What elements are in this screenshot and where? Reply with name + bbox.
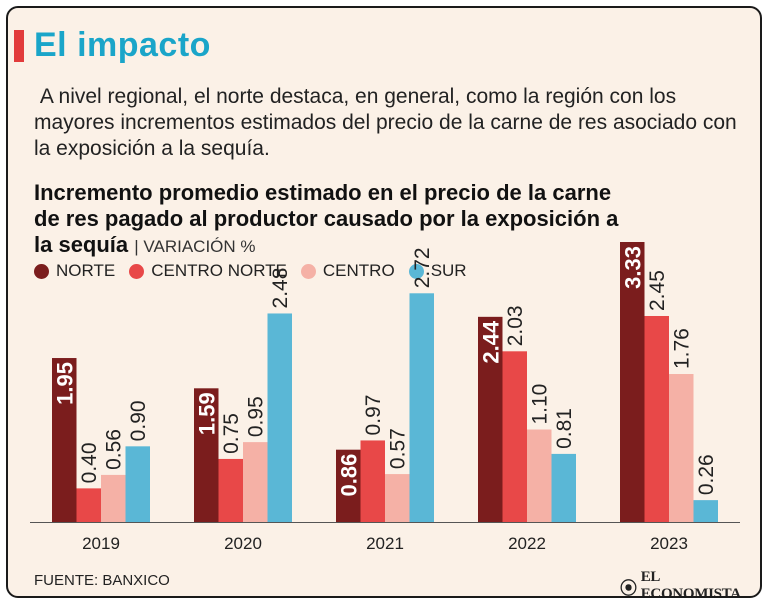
brand-logo: ⦿ EL ECONOMISTA: [620, 569, 760, 598]
bar-sur-2023: [693, 500, 718, 522]
bar-sur-2022: [551, 453, 576, 522]
bar-sur-2019: [125, 446, 150, 522]
legend-swatch: [408, 263, 424, 279]
x-tick-label: 2023: [650, 534, 688, 553]
page-title: El impacto: [34, 26, 211, 64]
brand-name: EL ECONOMISTA: [640, 569, 741, 598]
data-label: 2.03: [504, 305, 527, 346]
bar-centro-2022: [527, 429, 552, 522]
data-label: 0.81: [553, 408, 576, 449]
legend-label: CENTRO: [322, 261, 395, 280]
legend-item-norte: NORTE: [34, 261, 115, 281]
data-label: 0.57: [386, 428, 409, 469]
data-label: 1.95: [52, 362, 77, 405]
legend-item-sur: SUR: [408, 261, 467, 281]
bar-centro-norte-2023: [644, 315, 669, 522]
bar-centro-2019: [101, 474, 126, 522]
data-label: 2.72: [411, 247, 434, 288]
legend-item-centro: CENTRO: [300, 261, 395, 281]
title-accent-bar: [14, 30, 24, 62]
data-label: 0.56: [102, 429, 125, 470]
legend-swatch: [34, 263, 49, 279]
bar-norte-2022: [478, 316, 503, 522]
intro-text: A nivel regional, el norte destaca, en g…: [34, 84, 744, 162]
x-tick-label: 2020: [224, 534, 262, 553]
data-label: 1.76: [670, 328, 693, 369]
legend-swatch: [300, 263, 316, 279]
x-tick-label: 2019: [82, 534, 120, 553]
bar-centro-2023: [669, 374, 694, 522]
data-label: 0.40: [78, 442, 101, 483]
legend-swatch: [129, 263, 145, 279]
bar-centro-2020: [243, 442, 268, 522]
data-label: 0.75: [220, 413, 243, 454]
source-note: FUENTE: BANXICO: [34, 572, 170, 589]
bar-sur-2021: [409, 293, 434, 522]
data-label: 1.10: [528, 384, 551, 425]
data-label: 1.59: [194, 392, 219, 435]
chart-legend: NORTE CENTRO NORTE CENTRO SUR: [34, 261, 481, 281]
data-label: 0.95: [244, 396, 267, 437]
bar-norte-2019: [52, 358, 77, 522]
chart-title: Incremento promedio estimado en el preci…: [34, 180, 634, 260]
bar-centro-norte-2019: [76, 488, 101, 522]
bar-sur-2020: [267, 313, 292, 522]
bar-centro-norte-2022: [502, 351, 527, 522]
bar-norte-2020: [194, 388, 219, 522]
data-label: 0.90: [127, 400, 150, 441]
legend-label: NORTE: [56, 261, 116, 280]
bar-centro-norte-2021: [360, 440, 385, 522]
bar-centro-norte-2020: [218, 458, 243, 522]
data-label: 0.97: [362, 395, 385, 436]
legend-item-centro-norte: CENTRO NORTE: [129, 261, 287, 281]
chart-subtitle: | VARIACIÓN %: [134, 237, 256, 256]
data-label: 2.45: [646, 270, 669, 311]
newspaper-logo-icon: ⦿: [620, 578, 637, 598]
legend-label: SUR: [430, 261, 467, 280]
x-tick-label: 2021: [366, 534, 404, 553]
bar-norte-2023: [620, 242, 645, 522]
x-tick-label: 2022: [508, 534, 546, 553]
data-label: 2.44: [478, 320, 503, 364]
bar-centro-2021: [385, 474, 410, 522]
intro-text-content: A nivel regional, el norte destaca, en g…: [34, 85, 737, 160]
chart-title-text: Incremento promedio estimado en el preci…: [34, 180, 619, 257]
data-label: 0.26: [695, 454, 718, 495]
legend-label: CENTRO NORTE: [151, 261, 287, 280]
bar-norte-2021: [336, 449, 361, 522]
data-label: 3.33: [620, 246, 645, 289]
data-label: 0.86: [336, 454, 361, 497]
data-label: 2.48: [269, 268, 292, 309]
